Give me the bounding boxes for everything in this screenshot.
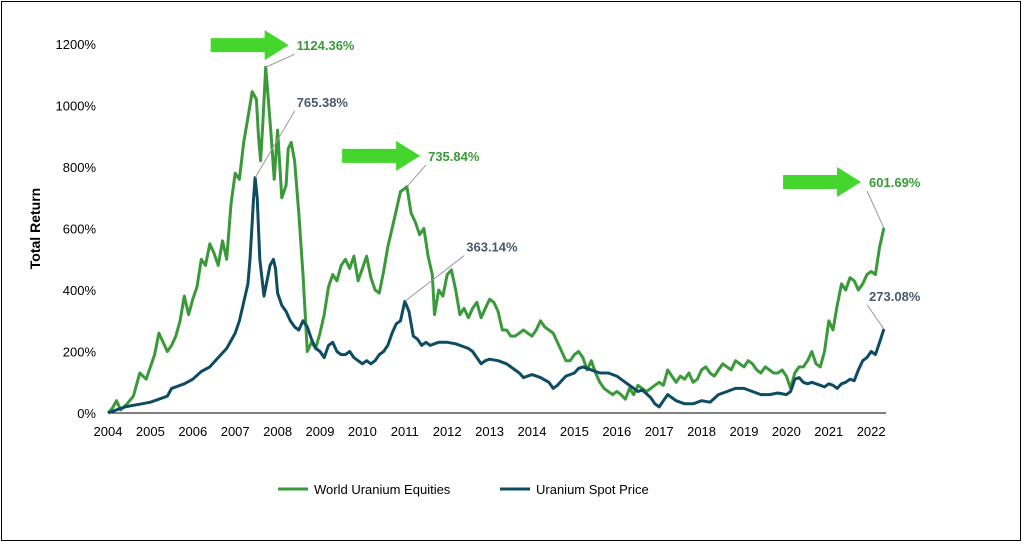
annotations: 1124.36% 765.38% 735.84% 363.14% 601.69% 273.… bbox=[210, 30, 921, 330]
x-tick-label: 2008 bbox=[263, 424, 292, 439]
annotation-label: 735.84% bbox=[428, 149, 480, 164]
annotation-arrow-icon bbox=[342, 140, 421, 171]
y-axis-label: Total Return bbox=[27, 188, 43, 269]
x-tick-label: 2018 bbox=[687, 424, 716, 439]
y-tick-label: 1200% bbox=[56, 37, 97, 52]
annotation-leader-line bbox=[866, 190, 885, 229]
y-tick-label: 1000% bbox=[56, 99, 97, 114]
x-tick-label: 2014 bbox=[518, 424, 547, 439]
legend-label-spot: Uranium Spot Price bbox=[536, 482, 649, 497]
annotation-leader-line bbox=[265, 53, 295, 68]
annotation-leader-line bbox=[404, 255, 465, 302]
x-tick-label: 2022 bbox=[857, 424, 886, 439]
y-tick-labels: 0% 200% 400% 600% 800% 1000% 1200% bbox=[56, 37, 97, 421]
x-tick-label: 2011 bbox=[391, 424, 419, 439]
x-tick-label: 2017 bbox=[645, 424, 674, 439]
annotation-label: 273.08% bbox=[869, 289, 921, 304]
annotation-arrow-icon bbox=[210, 30, 289, 61]
series-lines bbox=[106, 65, 886, 415]
y-tick-label: 800% bbox=[63, 160, 97, 175]
x-tick-label: 2010 bbox=[348, 424, 377, 439]
x-tick-label: 2021 bbox=[814, 424, 843, 439]
annotation-label: 363.14% bbox=[466, 240, 518, 255]
annotation-label: 765.38% bbox=[297, 95, 349, 110]
annotation-leader-line bbox=[406, 164, 427, 188]
x-tick-label: 2005 bbox=[136, 424, 165, 439]
x-tick-label: 2016 bbox=[602, 424, 631, 439]
equities-line bbox=[106, 65, 886, 415]
x-tick-label: 2020 bbox=[772, 424, 801, 439]
annotation-arrow-icon bbox=[783, 166, 862, 197]
y-tick-label: 600% bbox=[63, 222, 97, 237]
y-tick-label: 0% bbox=[77, 406, 96, 421]
annotation-label: 601.69% bbox=[869, 175, 921, 190]
x-tick-label: 2004 bbox=[94, 424, 123, 439]
annotation-leader-line bbox=[866, 304, 885, 330]
legend-label-equities: World Uranium Equities bbox=[314, 482, 451, 497]
y-tick-label: 200% bbox=[63, 345, 97, 360]
x-tick-label: 2007 bbox=[221, 424, 250, 439]
x-tick-label: 2009 bbox=[306, 424, 335, 439]
annotation-label: 1124.36% bbox=[297, 38, 355, 53]
spot-price-line bbox=[107, 176, 886, 415]
x-tick-label: 2006 bbox=[178, 424, 207, 439]
legend: World Uranium Equities Uranium Spot Pric… bbox=[278, 482, 649, 497]
x-tick-labels: 2004 2005 2006 2007 2008 2009 2010 2011 2012 2013… bbox=[94, 424, 886, 439]
x-tick-label: 2019 bbox=[730, 424, 759, 439]
x-tick-label: 2012 bbox=[433, 424, 462, 439]
x-tick-label: 2013 bbox=[475, 424, 504, 439]
y-tick-label: 400% bbox=[63, 283, 97, 298]
x-tick-label: 2015 bbox=[560, 424, 589, 439]
annotation-leader-line bbox=[254, 110, 296, 178]
